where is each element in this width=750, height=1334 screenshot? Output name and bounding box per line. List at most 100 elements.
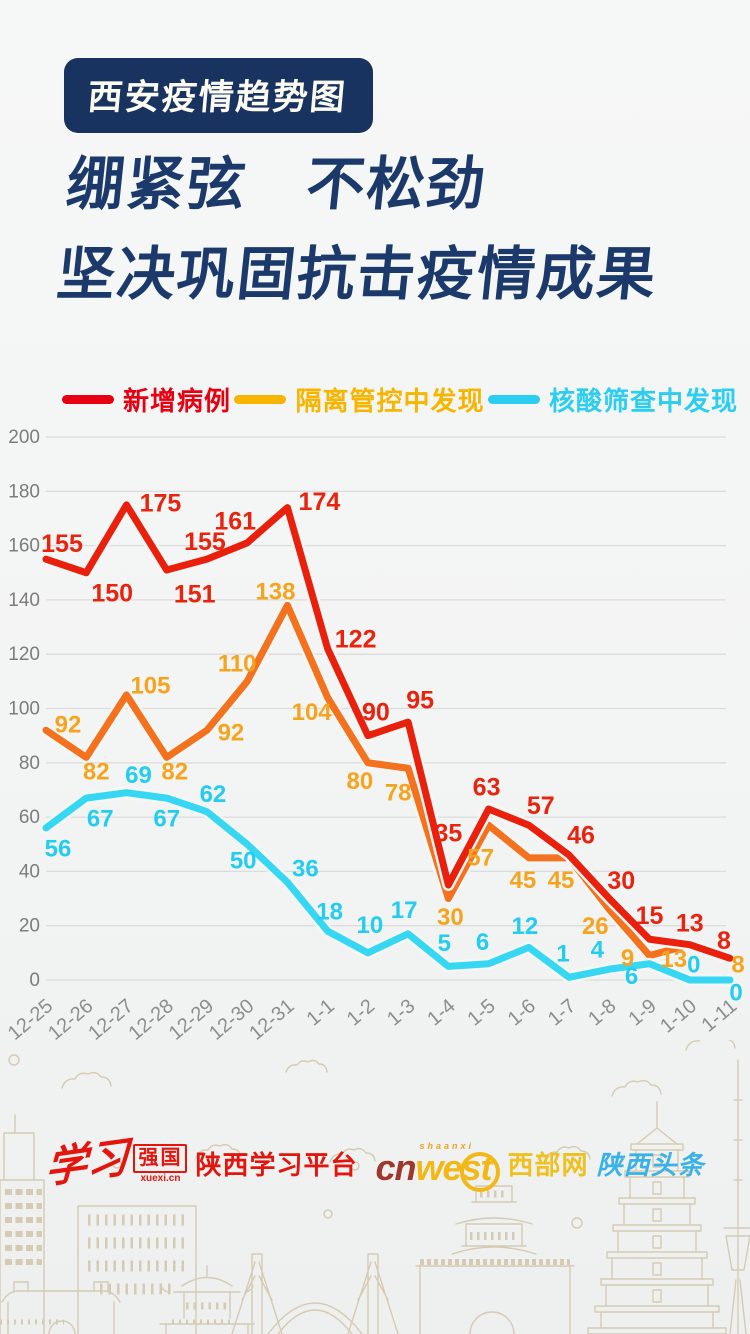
svg-text:175: 175 xyxy=(140,489,182,517)
cnwest-cn: cn xyxy=(375,1147,416,1188)
svg-text:82: 82 xyxy=(161,759,188,786)
svg-text:1-3: 1-3 xyxy=(383,995,419,1030)
svg-text:57: 57 xyxy=(527,792,555,820)
svg-text:1-4: 1-4 xyxy=(423,995,459,1030)
svg-text:15: 15 xyxy=(636,902,664,930)
svg-text:18: 18 xyxy=(316,898,343,925)
svg-text:12: 12 xyxy=(511,913,538,940)
svg-text:4: 4 xyxy=(591,936,605,963)
legend-item-new-cases: 新增病例 xyxy=(62,381,231,418)
tv-tower-illustration xyxy=(723,1059,750,1334)
svg-text:180: 180 xyxy=(8,481,40,502)
svg-text:10: 10 xyxy=(357,912,384,939)
cnwest-ring-icon xyxy=(459,1152,500,1192)
svg-text:60: 60 xyxy=(19,807,40,828)
svg-text:92: 92 xyxy=(55,712,82,739)
city-wall-illustration xyxy=(415,1259,575,1334)
svg-text:6: 6 xyxy=(476,929,489,956)
svg-text:12-26: 12-26 xyxy=(44,995,97,1045)
bridge-illustration xyxy=(0,1253,399,1334)
cnwest-shaanxi-label: shaanxi xyxy=(419,1141,474,1151)
svg-text:1-1: 1-1 xyxy=(303,995,339,1030)
svg-text:6: 6 xyxy=(625,963,638,990)
svg-text:1: 1 xyxy=(556,941,569,968)
svg-text:40: 40 xyxy=(19,861,40,882)
chart-legend: 新增病例 隔离管控中发现 核酸筛查中发现 xyxy=(62,381,738,418)
svg-text:110: 110 xyxy=(218,651,257,678)
platform-label: 陕西学习平台 xyxy=(195,1150,358,1181)
svg-text:80: 80 xyxy=(347,768,374,795)
svg-text:161: 161 xyxy=(214,507,256,535)
pagoda-illustration xyxy=(587,1101,727,1334)
svg-text:151: 151 xyxy=(174,581,216,609)
svg-text:140: 140 xyxy=(8,590,40,611)
svg-text:46: 46 xyxy=(567,822,595,850)
xuexi-domain: xuexi.cn xyxy=(140,1172,181,1184)
svg-text:155: 155 xyxy=(41,530,83,558)
svg-text:56: 56 xyxy=(45,835,72,862)
svg-text:26: 26 xyxy=(582,913,609,940)
svg-text:35: 35 xyxy=(434,820,462,848)
svg-text:1-2: 1-2 xyxy=(343,995,379,1030)
svg-text:160: 160 xyxy=(8,536,40,557)
line-series-1 xyxy=(40,599,736,965)
svg-text:1-9: 1-9 xyxy=(624,995,660,1030)
legend-label: 新增病例 xyxy=(123,386,232,416)
svg-text:13: 13 xyxy=(676,909,704,937)
svg-text:80: 80 xyxy=(19,753,40,774)
svg-text:120: 120 xyxy=(8,644,40,665)
svg-text:100: 100 xyxy=(8,699,40,720)
legend-item-screening-found: 核酸筛查中发现 xyxy=(487,381,738,418)
cnwest-logo: shaanxi cnwest xyxy=(375,1141,500,1192)
svg-text:90: 90 xyxy=(362,698,390,726)
svg-text:9: 9 xyxy=(621,945,634,972)
legend-label: 核酸筛查中发现 xyxy=(548,386,738,416)
svg-text:105: 105 xyxy=(130,672,170,699)
svg-text:8: 8 xyxy=(717,927,731,955)
svg-text:1-5: 1-5 xyxy=(464,995,500,1030)
legend-swatch-red xyxy=(62,395,114,404)
svg-text:0: 0 xyxy=(29,970,40,991)
svg-text:62: 62 xyxy=(200,781,227,808)
svg-text:17: 17 xyxy=(391,897,418,924)
svg-text:12-28: 12-28 xyxy=(125,995,178,1045)
svg-text:20: 20 xyxy=(19,916,40,937)
svg-text:12-27: 12-27 xyxy=(84,995,137,1045)
svg-text:36: 36 xyxy=(292,856,319,883)
svg-text:13: 13 xyxy=(660,946,687,973)
svg-text:67: 67 xyxy=(153,805,180,832)
svg-text:95: 95 xyxy=(406,687,434,715)
svg-text:104: 104 xyxy=(292,699,333,726)
svg-text:122: 122 xyxy=(335,625,377,653)
legend-item-quarantine-found: 隔离管控中发现 xyxy=(234,381,484,418)
city-skyline-illustration xyxy=(0,1040,750,1334)
line-series-2 xyxy=(40,786,736,986)
svg-text:0: 0 xyxy=(729,979,742,1006)
svg-text:1-10: 1-10 xyxy=(656,995,701,1038)
svg-text:1-8: 1-8 xyxy=(584,995,620,1030)
svg-text:5: 5 xyxy=(438,930,451,957)
toutiao-label: 陕西头条 xyxy=(596,1150,705,1181)
svg-text:63: 63 xyxy=(473,774,501,802)
qiangguo-label: 强国 xyxy=(133,1143,188,1173)
office-tower-illustration xyxy=(0,1114,45,1334)
svg-text:82: 82 xyxy=(83,759,110,786)
svg-text:92: 92 xyxy=(218,720,245,747)
legend-swatch-yellow xyxy=(234,395,287,404)
footer-logos: 学习 强国 xuexi.cn 陕西学习平台 shaanxi cnwest 西部网… xyxy=(0,1134,750,1192)
title-badge: 西安疫情趋势图 xyxy=(64,58,374,133)
legend-swatch-cyan xyxy=(487,395,540,404)
svg-text:45: 45 xyxy=(548,867,575,894)
line-series-0 xyxy=(40,498,736,965)
bell-tower-illustration xyxy=(451,1185,537,1255)
svg-text:200: 200 xyxy=(8,427,40,448)
svg-text:8: 8 xyxy=(731,952,744,979)
xuexi-logo-icon: 学习 xyxy=(45,1134,130,1193)
gate-roof-illustration xyxy=(1,1281,121,1334)
